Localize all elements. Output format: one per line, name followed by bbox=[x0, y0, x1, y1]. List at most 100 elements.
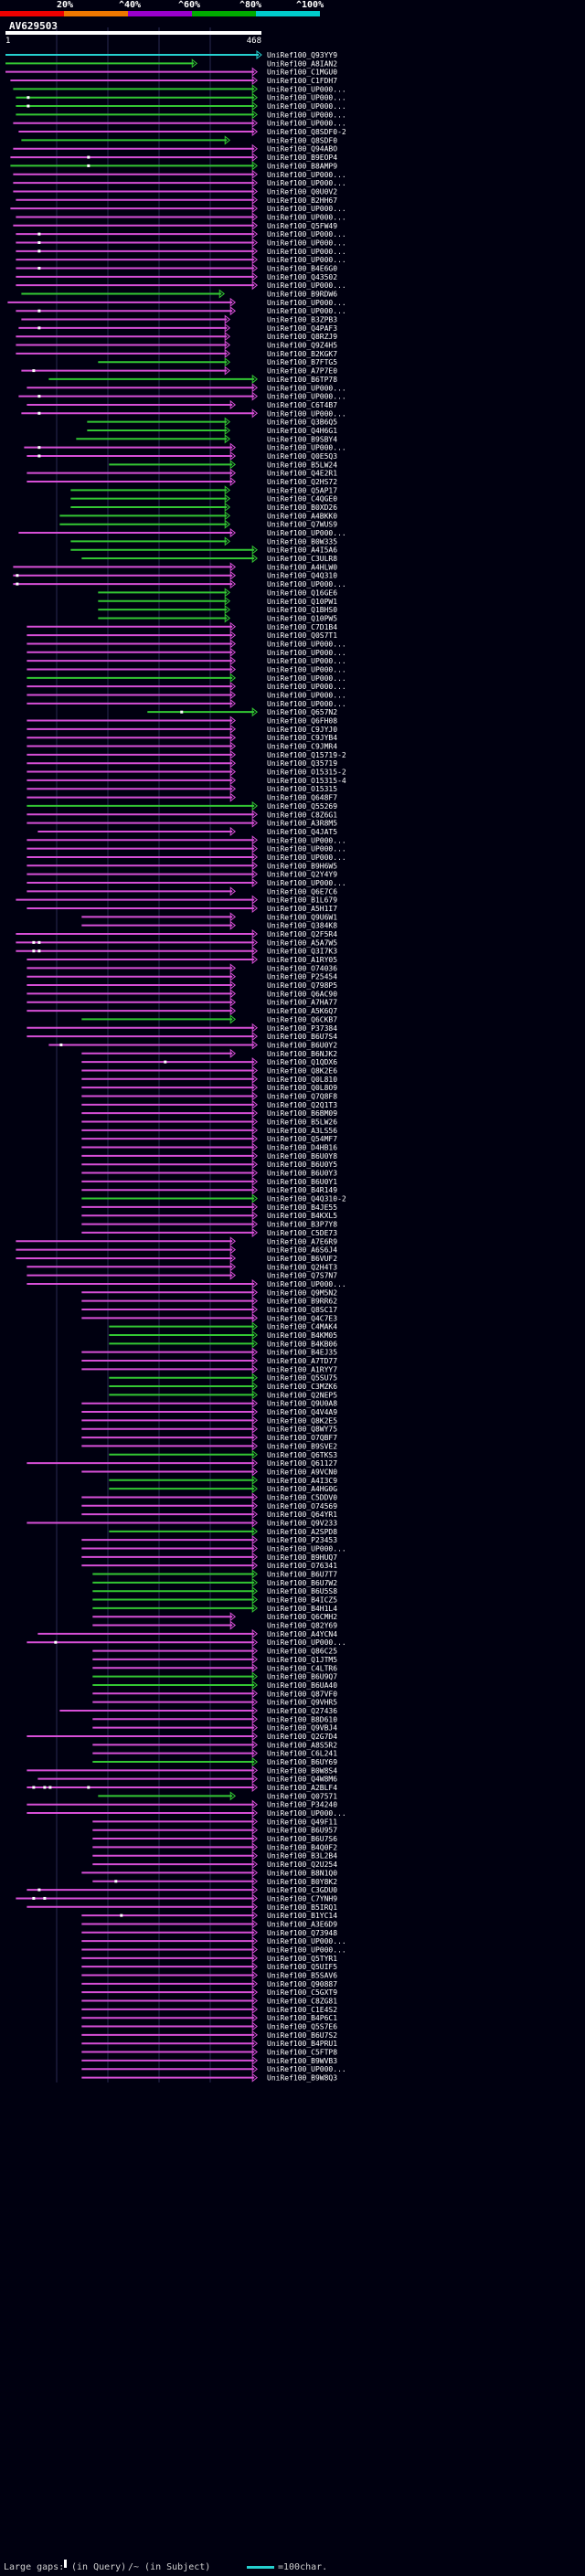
hit-label[interactable]: UniRef100_Q8WY75 bbox=[267, 1426, 337, 1434]
hit-label[interactable]: UniRef100_UP000... bbox=[267, 1937, 346, 1945]
hit-label[interactable]: UniRef100_B8N1Q0 bbox=[267, 1869, 337, 1877]
hit-row[interactable]: UniRef100_A7P7E0 bbox=[21, 366, 337, 376]
hit-label[interactable]: UniRef100_B4P6C1 bbox=[267, 2014, 337, 2022]
hit-row[interactable]: UniRef100_B3P7Y8 bbox=[81, 1219, 337, 1229]
hit-row[interactable]: UniRef100_B4KB06 bbox=[109, 1339, 337, 1349]
hit-row[interactable]: UniRef100_C5DE73 bbox=[81, 1227, 337, 1237]
hit-row[interactable]: UniRef100_UP000... bbox=[27, 673, 346, 683]
hit-label[interactable]: UniRef100_UP000... bbox=[267, 657, 346, 665]
hit-label[interactable]: UniRef100_B9SBY4 bbox=[267, 435, 337, 443]
hit-row[interactable]: UniRef100_Q2U254 bbox=[92, 1860, 337, 1870]
hit-row[interactable]: UniRef100_O7QBF7 bbox=[81, 1433, 337, 1443]
hit-row[interactable]: UniRef100_B8N1Q0 bbox=[81, 1868, 337, 1878]
hit-label[interactable]: UniRef100_B6U0Y5 bbox=[267, 1161, 337, 1169]
hit-label[interactable]: UniRef100_B6U7T7 bbox=[267, 1571, 337, 1579]
hit-row[interactable]: UniRef100_Q798P5 bbox=[27, 981, 337, 991]
hit-row[interactable]: UniRef100_Q2F5R4 bbox=[16, 928, 337, 939]
hit-label[interactable]: UniRef100_O74036 bbox=[267, 964, 337, 972]
hit-label[interactable]: UniRef100_Q54MF7 bbox=[267, 1135, 337, 1143]
hit-label[interactable]: UniRef100_C6T4B7 bbox=[267, 401, 337, 409]
hit-row[interactable]: UniRef100_A7E6R9 bbox=[16, 1236, 337, 1246]
hit-label[interactable]: UniRef100_UP000... bbox=[267, 1638, 346, 1647]
hit-label[interactable]: UniRef100_UP000... bbox=[267, 85, 346, 93]
hit-label[interactable]: UniRef100_A7P7E0 bbox=[267, 367, 337, 376]
hit-label[interactable]: UniRef100_Q2U254 bbox=[267, 1860, 337, 1869]
hit-label[interactable]: UniRef100_A3LS56 bbox=[267, 1127, 337, 1135]
hit-row[interactable]: UniRef100_Q9VBJ4 bbox=[92, 1723, 337, 1733]
hit-row[interactable]: UniRef100_Q3I7K3 bbox=[16, 946, 337, 956]
hit-label[interactable]: UniRef100_B1L679 bbox=[267, 896, 337, 905]
hit-row[interactable]: UniRef100_B6U9Q7 bbox=[92, 1671, 337, 1681]
hit-row[interactable]: UniRef100_A6S6J4 bbox=[16, 1245, 337, 1255]
hit-label[interactable]: UniRef100_Q4H6G1 bbox=[267, 427, 337, 435]
hit-row[interactable]: UniRef100_Q07571 bbox=[98, 1791, 337, 1801]
hit-label[interactable]: UniRef100_B6U0Y3 bbox=[267, 1170, 337, 1178]
hit-label[interactable]: UniRef100_Q7S7N7 bbox=[267, 1272, 337, 1280]
hit-label[interactable]: UniRef100_Q4V4A9 bbox=[267, 1408, 337, 1416]
hit-label[interactable]: UniRef100_B6BM09 bbox=[267, 1109, 337, 1118]
hit-row[interactable]: UniRef100_B8D610 bbox=[92, 1714, 337, 1724]
hit-label[interactable]: UniRef100_B9WVB3 bbox=[267, 2057, 337, 2065]
hit-row[interactable]: UniRef100_C7YNH9 bbox=[16, 1893, 337, 1903]
hit-label[interactable]: UniRef100_Q73948 bbox=[267, 1929, 337, 1937]
hit-row[interactable]: UniRef100_C7D1B4 bbox=[27, 621, 337, 631]
hit-row[interactable]: UniRef100_Q9U0A8 bbox=[81, 1398, 337, 1408]
hit-label[interactable]: UniRef100_A4YCN4 bbox=[267, 1630, 337, 1638]
hit-row[interactable]: UniRef100_B6TP78 bbox=[48, 374, 337, 384]
hit-label[interactable]: UniRef100_C6L241 bbox=[267, 1750, 337, 1758]
hit-row[interactable]: UniRef100_UP000... bbox=[18, 527, 346, 538]
hit-row[interactable]: UniRef100_UP000... bbox=[13, 84, 346, 94]
hit-label[interactable]: UniRef100_C5DDV0 bbox=[267, 1493, 337, 1501]
hit-row[interactable]: UniRef100_Q7S7N7 bbox=[27, 1270, 337, 1280]
hit-label[interactable]: UniRef100_C4MAK4 bbox=[267, 1323, 337, 1331]
hit-label[interactable]: UniRef100_B6U7S2 bbox=[267, 2031, 337, 2040]
hit-row[interactable]: UniRef100_P23453 bbox=[81, 1535, 337, 1545]
hit-row[interactable]: UniRef100_A7HA77 bbox=[27, 997, 337, 1007]
hit-label[interactable]: UniRef100_B3ZPB3 bbox=[267, 316, 337, 324]
hit-label[interactable]: UniRef100_A7E6R9 bbox=[267, 1237, 337, 1246]
hit-row[interactable]: UniRef100_C9JMR4 bbox=[27, 741, 337, 751]
hit-row[interactable]: UniRef100_Q648F7 bbox=[27, 792, 337, 802]
hit-row[interactable]: UniRef100_P37384 bbox=[27, 1023, 337, 1033]
hit-label[interactable]: UniRef100_UP000... bbox=[267, 102, 346, 111]
hit-row[interactable]: UniRef100_UP000... bbox=[27, 682, 346, 692]
hit-row[interactable]: UniRef100_B9SVE2 bbox=[81, 1441, 337, 1451]
hit-row[interactable]: UniRef100_Q384K8 bbox=[81, 920, 337, 930]
hit-row[interactable]: UniRef100_O74569 bbox=[81, 1500, 337, 1511]
hit-label[interactable]: UniRef100_C9JYB4 bbox=[267, 734, 337, 742]
hit-label[interactable]: UniRef100_B4EJ35 bbox=[267, 1349, 337, 1357]
hit-label[interactable]: UniRef100_A4BKK0 bbox=[267, 512, 337, 520]
hit-label[interactable]: UniRef100_A8IAN2 bbox=[267, 59, 337, 68]
hit-label[interactable]: UniRef100_Q1QDX6 bbox=[267, 1058, 337, 1066]
hit-row[interactable]: UniRef100_Q54MF7 bbox=[81, 1134, 337, 1144]
hit-label[interactable]: UniRef100_A7TD77 bbox=[267, 1357, 337, 1365]
hit-row[interactable]: UniRef100_B4EJ35 bbox=[81, 1347, 337, 1357]
hit-row[interactable]: UniRef100_B6U0Y2 bbox=[48, 1040, 337, 1050]
hit-row[interactable]: UniRef100_B1YC14 bbox=[81, 1911, 337, 1921]
hit-label[interactable]: UniRef100_UP000... bbox=[267, 171, 346, 179]
hit-label[interactable]: UniRef100_Q5AP17 bbox=[267, 486, 337, 494]
hit-row[interactable]: UniRef100_C5DDV0 bbox=[81, 1492, 337, 1502]
hit-label[interactable]: UniRef100_B6NJK2 bbox=[267, 1050, 337, 1058]
hit-row[interactable]: UniRef100_B6U0Y5 bbox=[81, 1160, 337, 1170]
hit-label[interactable]: UniRef100_UP000... bbox=[267, 640, 346, 648]
hit-row[interactable]: UniRef100_B9WVB3 bbox=[81, 2055, 337, 2065]
hit-row[interactable]: UniRef100_Q2HS72 bbox=[27, 476, 337, 487]
hit-row[interactable]: UniRef100_Q4PAF3 bbox=[18, 323, 337, 333]
hit-row[interactable]: UniRef100_B5LW24 bbox=[109, 460, 337, 470]
hit-label[interactable]: UniRef100_UP000... bbox=[267, 444, 346, 452]
hit-row[interactable]: UniRef100_Q1BHS0 bbox=[98, 605, 337, 615]
hit-label[interactable]: UniRef100_Q5FW49 bbox=[267, 222, 337, 230]
hit-label[interactable]: UniRef100_A1RY05 bbox=[267, 956, 337, 964]
hit-label[interactable]: UniRef100_D4HB16 bbox=[267, 1144, 337, 1152]
hit-row[interactable]: UniRef100_Q8K2E5 bbox=[81, 1415, 337, 1426]
hit-row[interactable]: UniRef100_Q64YR1 bbox=[81, 1510, 337, 1520]
hit-row[interactable]: UniRef100_Q7WUS9 bbox=[59, 519, 337, 529]
hit-label[interactable]: UniRef100_C3GDU0 bbox=[267, 1886, 337, 1894]
hit-label[interactable]: UniRef100_B4R149 bbox=[267, 1186, 337, 1194]
hit-row[interactable]: UniRef100_UP000... bbox=[27, 852, 346, 863]
hit-label[interactable]: UniRef100_B3P7Y8 bbox=[267, 1221, 337, 1229]
hit-label[interactable]: UniRef100_C9JYJ0 bbox=[267, 726, 337, 734]
hit-row[interactable]: UniRef100_Q10PW5 bbox=[98, 613, 337, 623]
hit-label[interactable]: UniRef100_Q6CMH2 bbox=[267, 1613, 337, 1621]
